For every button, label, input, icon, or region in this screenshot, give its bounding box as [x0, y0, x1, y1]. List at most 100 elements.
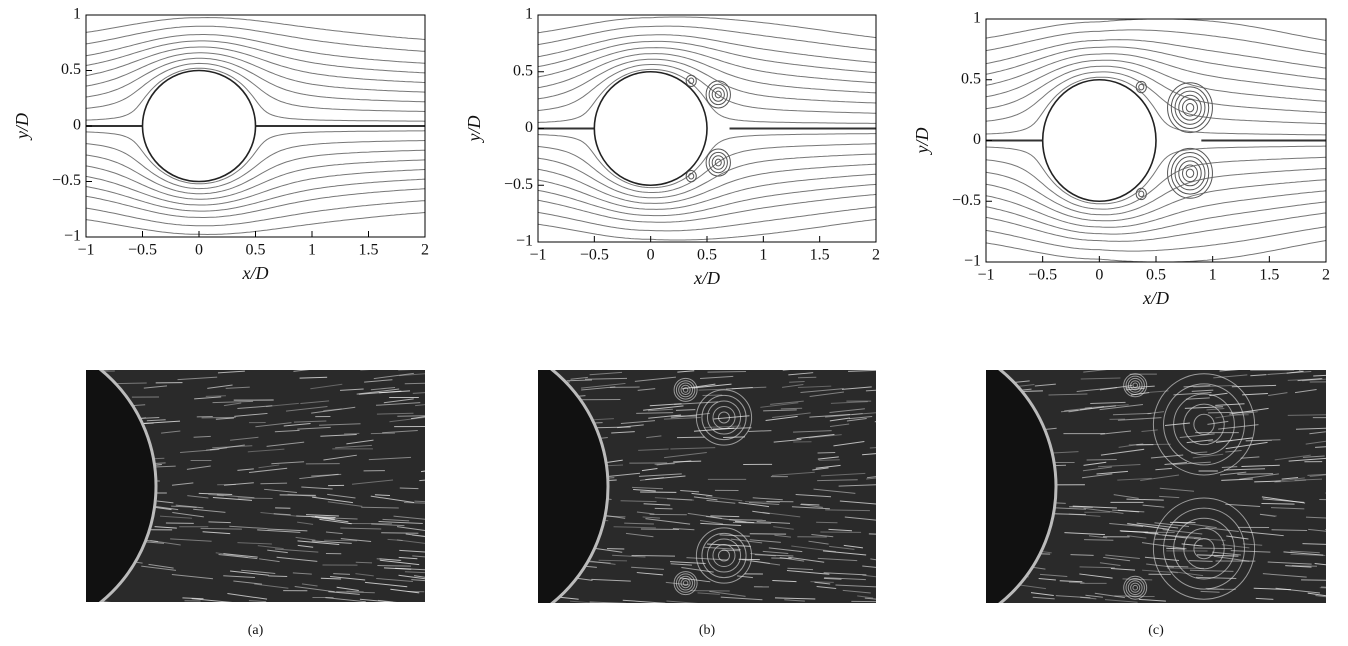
photo-content — [0, 336, 454, 636]
y-axis-label: y/D — [464, 116, 484, 144]
y-tick-label: 1 — [973, 10, 981, 27]
streak — [1194, 548, 1232, 549]
plot: −1−0.500.511.52−1−0.500.51x/Dy/D — [464, 6, 880, 288]
x-tick-label: 0.5 — [1146, 267, 1166, 284]
y-tick-label: −1 — [964, 253, 981, 270]
streamline — [986, 213, 1326, 241]
x-tick-label: 0 — [195, 242, 203, 259]
streak — [875, 419, 908, 422]
streamline — [538, 207, 876, 231]
x-tick-label: 0 — [1095, 267, 1103, 284]
streamline — [986, 191, 1326, 228]
streamline — [538, 194, 876, 222]
x-tick-label: −0.5 — [580, 247, 609, 264]
plot: −1−0.500.511.52−1−0.500.51x/Dy/D — [912, 10, 1330, 308]
streak — [1261, 503, 1294, 504]
streak — [360, 368, 397, 370]
x-tick-label: 1 — [759, 247, 767, 264]
y-tick-label: 0.5 — [961, 70, 981, 87]
streak — [116, 383, 146, 384]
streak — [677, 437, 705, 438]
y-tick-label: −0.5 — [504, 176, 533, 193]
vortex — [1175, 157, 1205, 190]
y-tick-label: −1 — [516, 233, 533, 250]
streamline — [86, 68, 425, 121]
vortex — [1183, 99, 1198, 116]
streak — [708, 371, 746, 372]
y-tick-label: 0 — [525, 119, 533, 136]
streak — [1301, 580, 1345, 581]
streak — [260, 483, 287, 484]
streamline — [86, 26, 425, 51]
streamline — [86, 18, 425, 40]
streamline — [538, 26, 876, 50]
x-tick-label: 0.5 — [697, 247, 717, 264]
streamline — [986, 180, 1326, 221]
vortex — [1139, 191, 1144, 197]
streak — [783, 367, 808, 370]
y-tick-label: 1 — [525, 6, 533, 23]
streak — [819, 460, 840, 461]
streamline — [538, 164, 876, 203]
plot: −1−0.500.511.52−1−0.500.51x/Dy/D — [12, 6, 429, 283]
streamlines — [986, 19, 1326, 262]
photo — [0, 336, 454, 636]
streak — [1189, 561, 1213, 562]
vortex — [1183, 165, 1198, 182]
streamline — [986, 54, 1326, 90]
streak — [333, 574, 350, 575]
vortex — [1186, 169, 1193, 177]
streak — [1070, 555, 1093, 556]
x-axis-label: x/D — [1142, 288, 1169, 308]
vortex — [1139, 84, 1144, 90]
streak — [729, 520, 766, 521]
streak — [268, 576, 287, 577]
streak — [599, 560, 627, 561]
streak — [1299, 366, 1336, 370]
y-tick-label: −0.5 — [952, 192, 981, 209]
streak — [1325, 529, 1348, 532]
streak — [280, 495, 316, 496]
streamline — [86, 63, 425, 111]
streak — [1069, 507, 1093, 508]
vortex — [1171, 153, 1208, 195]
vortex — [1186, 104, 1193, 112]
streamline — [986, 202, 1326, 234]
streak — [1084, 540, 1113, 541]
x-tick-label: 1.5 — [1259, 267, 1279, 284]
streamline — [986, 169, 1326, 215]
streamline — [986, 47, 1326, 79]
x-tick-label: −0.5 — [1028, 267, 1057, 284]
y-axis-label: y/D — [12, 113, 32, 141]
streamline — [986, 19, 1326, 41]
streamline — [538, 54, 876, 93]
page: −1−0.500.511.52−1−0.500.51x/Dy/D(a)−1−0.… — [0, 0, 1348, 646]
streak — [781, 408, 802, 409]
streak — [818, 452, 836, 453]
streamline — [986, 146, 1326, 204]
caption: (b) — [699, 623, 716, 638]
streak — [356, 562, 372, 563]
streak — [1023, 391, 1043, 392]
figure: −1−0.500.511.52−1−0.500.51x/Dy/D(a)−1−0.… — [0, 0, 1348, 646]
y-tick-label: 0 — [73, 117, 81, 134]
streak — [1326, 493, 1348, 497]
streamline — [538, 69, 876, 123]
streak — [710, 516, 739, 517]
streamlines — [538, 17, 876, 240]
streak — [381, 533, 418, 534]
x-tick-label: 2 — [872, 247, 880, 264]
streak — [421, 467, 451, 471]
streamline — [538, 35, 876, 63]
y-tick-label: −0.5 — [52, 172, 81, 189]
x-tick-label: 1.5 — [810, 247, 830, 264]
streamlines — [86, 18, 425, 235]
streamline — [538, 134, 876, 188]
streamline — [986, 40, 1326, 68]
streak — [1237, 474, 1273, 475]
streak — [321, 578, 341, 579]
cylinder — [1043, 80, 1156, 202]
y-axis-label: y/D — [912, 128, 932, 156]
streak — [632, 556, 675, 557]
x-tick-label: 1 — [308, 242, 316, 259]
